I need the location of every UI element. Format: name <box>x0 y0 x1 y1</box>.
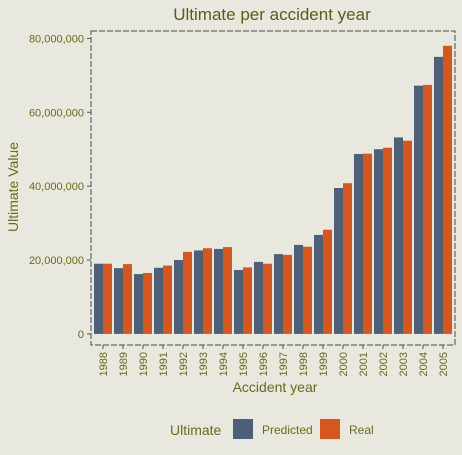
bar-predicted-2004 <box>414 85 423 334</box>
bar-predicted-1988 <box>94 263 103 334</box>
bar-real-1999 <box>323 229 332 334</box>
x-tick-label: 2001 <box>358 352 370 376</box>
legend-title: Ultimate <box>170 422 222 438</box>
bar-real-1995 <box>243 267 252 334</box>
bar-real-1992 <box>183 251 192 334</box>
bar-real-2003 <box>403 140 412 334</box>
x-tick-label: 2000 <box>338 352 350 376</box>
y-tick-label: 80,000,000 <box>29 33 84 45</box>
bar-real-1996 <box>263 263 272 334</box>
y-tick-label: 20,000,000 <box>29 255 84 267</box>
bar-predicted-1998 <box>294 244 303 334</box>
bar-predicted-1990 <box>134 274 143 334</box>
bar-predicted-1996 <box>254 261 263 334</box>
legend-swatch-real <box>320 419 340 439</box>
x-axis-title: Accident year <box>233 379 318 395</box>
x-tick-label: 1995 <box>238 352 250 376</box>
x-tick-label: 1988 <box>98 352 110 376</box>
plot-area: 0 20,000,000 40,000,000 60,000,000 80,000,00… <box>29 30 456 376</box>
bar-predicted-1994 <box>214 248 223 334</box>
bar-predicted-1995 <box>234 270 243 334</box>
bar-predicted-2002 <box>374 149 383 334</box>
legend-label-real: Real <box>349 423 374 437</box>
plot-frame <box>90 30 456 346</box>
y-tick-label: 0 <box>78 329 84 341</box>
legend-label-predicted: Predicted <box>262 423 313 437</box>
x-tick-label: 1989 <box>118 352 130 376</box>
y-tick-label: 60,000,000 <box>29 107 84 119</box>
x-tick-label: 1990 <box>138 352 150 376</box>
bar-predicted-1993 <box>194 250 203 334</box>
x-tick-label: 1996 <box>258 352 270 376</box>
bar-real-2001 <box>363 153 372 334</box>
bar-real-2000 <box>343 183 352 334</box>
x-tick-label: 2004 <box>418 352 430 376</box>
bar-predicted-2003 <box>394 137 403 334</box>
x-tick-label: 2002 <box>378 352 390 376</box>
legend: Ultimate Predicted Real <box>170 419 374 439</box>
x-tick-label: 1997 <box>278 352 290 376</box>
bar-predicted-1992 <box>174 260 183 334</box>
bar-predicted-1991 <box>154 267 163 334</box>
bar-real-1990 <box>143 272 152 334</box>
y-axis-title: Ultimate Value <box>5 142 21 232</box>
bar-predicted-1997 <box>274 254 283 334</box>
bar-predicted-2005 <box>434 56 443 334</box>
bar-real-2002 <box>383 147 392 334</box>
bar-real-1988 <box>103 263 112 334</box>
bar-predicted-2001 <box>354 154 363 334</box>
bar-real-1994 <box>223 247 232 334</box>
bar-real-2004 <box>423 84 432 334</box>
x-tick-label: 2003 <box>398 352 410 376</box>
x-tick-label: 1993 <box>198 352 210 376</box>
x-tick-label: 2005 <box>438 352 450 376</box>
x-tick-label: 1992 <box>178 352 190 376</box>
bar-predicted-1989 <box>114 268 123 334</box>
y-tick-label: 40,000,000 <box>29 181 84 193</box>
x-tick-label: 1999 <box>318 352 330 376</box>
bar-real-1991 <box>163 265 172 334</box>
bar-real-1998 <box>303 246 312 334</box>
x-tick-label: 1994 <box>218 352 230 376</box>
chart-title: Ultimate per accident year <box>173 5 371 24</box>
x-tick-label: 1998 <box>298 352 310 376</box>
bar-real-2005 <box>443 45 452 334</box>
bar-real-1989 <box>123 264 132 334</box>
legend-swatch-predicted <box>233 419 253 439</box>
bar-real-1993 <box>203 248 212 334</box>
x-tick-label: 1991 <box>158 352 170 376</box>
bar-real-1997 <box>283 254 292 334</box>
bar-predicted-2000 <box>334 188 343 334</box>
bar-predicted-1999 <box>314 234 323 334</box>
